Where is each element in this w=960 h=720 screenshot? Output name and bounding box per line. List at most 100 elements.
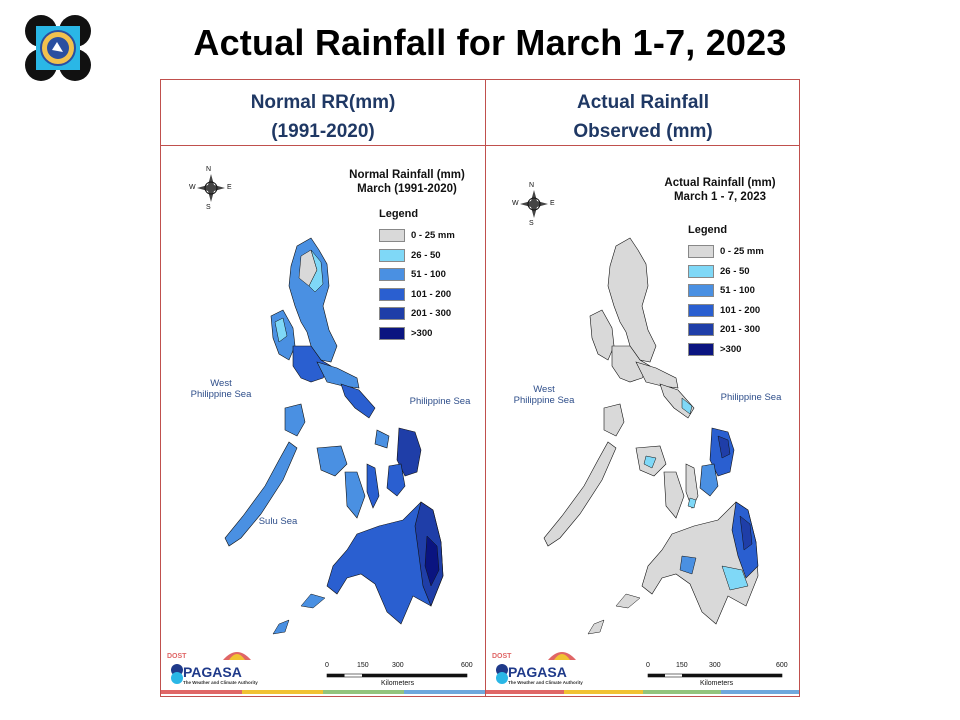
scale-tick-300: 300 (709, 662, 721, 669)
strip-red (161, 690, 242, 694)
legend-row: 201 - 300 (688, 320, 764, 340)
scale-tick-0: 0 (325, 662, 329, 669)
legend-row: 0 - 25 mm (379, 226, 455, 246)
legend-label: 201 - 300 (720, 324, 761, 336)
legend-swatch-1 (379, 248, 405, 262)
legend-row: >300 (379, 324, 455, 344)
brand-tagline: The Weather and Climate Authority (508, 680, 583, 685)
legend-swatch-0 (379, 229, 405, 243)
sea-label-east: Philippine Sea (409, 396, 471, 407)
color-strip (486, 690, 799, 694)
leyte (386, 463, 406, 497)
legend-swatch-2 (379, 268, 405, 282)
strip-blue (720, 690, 799, 694)
legend-label: >300 (411, 327, 433, 339)
panay (316, 445, 348, 477)
sea-west-line2: Philippine Sea (513, 395, 575, 406)
actual-rainfall-map (520, 190, 759, 635)
legend-row: 51 - 100 (379, 265, 455, 285)
brand-tag: DOST (167, 653, 187, 660)
brand-tagline: The Weather and Climate Authority (183, 680, 258, 685)
legend-actual: Legend 0 - 25 mm 26 - 50 51 - 100 101 - … (688, 224, 764, 359)
compass-e: E (550, 200, 555, 207)
legend-swatch-5 (688, 342, 714, 356)
brand-name: PAGASA (183, 664, 242, 680)
compass-w: W (189, 184, 196, 191)
sea-west-line2: Philippine Sea (190, 389, 252, 400)
compass-s: S (529, 220, 534, 227)
legend-label: 26 - 50 (411, 249, 441, 261)
brand-tag: DOST (492, 653, 512, 660)
header-actual-line2: Observed (mm) (573, 121, 713, 142)
legend-label: 201 - 300 (411, 308, 452, 320)
compass-n: N (529, 182, 535, 189)
map-title-actual-line1: Actual Rainfall (mm) (664, 177, 776, 189)
legend-swatch-4 (379, 307, 405, 321)
legend-label: 101 - 200 (720, 304, 761, 316)
scale-tick-150: 150 (676, 662, 688, 669)
legend-title: Legend (379, 208, 419, 220)
map-title-actual-line2: March 1 - 7, 2023 (673, 191, 767, 203)
legend-label: 26 - 50 (720, 265, 750, 277)
scale-tick-150: 150 (357, 662, 369, 669)
legend-title: Legend (688, 224, 728, 236)
header-actual-line1: Actual Rainfall (577, 92, 709, 113)
row-divider (160, 145, 800, 146)
header-actual-rainfall: Actual Rainfall Observed (mm) (486, 88, 800, 146)
normal-rainfall-map-panel: N S E W Normal Rainfall (mm) March (1991… (161, 146, 485, 696)
strip-yellow (564, 690, 643, 694)
legend-row: 201 - 300 (379, 304, 455, 324)
negros (344, 471, 366, 519)
legend-row: 101 - 200 (379, 285, 455, 305)
actual-rainfall-map-panel: N S E W Actual Rainfall (mm) March 1 - 7… (486, 146, 799, 696)
table-frame (160, 79, 800, 697)
legend-normal: Legend 0 - 25 mm 26 - 50 51 - 100 101 - … (379, 208, 455, 343)
map-title-normal-line2: March (1991-2020) (357, 183, 457, 195)
legend-row: 101 - 200 (688, 301, 764, 321)
scale-tick-300: 300 (392, 662, 404, 669)
luzon-central (292, 345, 332, 383)
map-title-normal-line1: Normal Rainfall (mm) (349, 169, 465, 181)
legend-swatch-2 (688, 284, 714, 298)
map-title-actual: Actual Rainfall (mm) March 1 - 7, 2023 (652, 176, 788, 204)
legend-label: 51 - 100 (720, 285, 755, 297)
compass-rose-icon (520, 190, 548, 218)
compass-w: W (512, 200, 519, 207)
header-normal-rr: Normal RR(mm) (1991-2020) (161, 88, 485, 146)
strip-yellow (242, 690, 323, 694)
legend-label: 51 - 100 (411, 269, 446, 281)
cebu (366, 463, 380, 509)
legend-swatch-5 (379, 326, 405, 340)
samar (396, 427, 422, 477)
scale-tick-0: 0 (646, 662, 650, 669)
column-divider (485, 145, 486, 697)
pagasa-logo (25, 15, 91, 81)
scale-tick-600: 600 (461, 662, 473, 669)
legend-row: 26 - 50 (379, 246, 455, 266)
color-strip (161, 690, 485, 694)
legend-label: >300 (720, 343, 742, 355)
bicol (340, 383, 376, 419)
slide-title: Actual Rainfall for March 1-7, 2023 (193, 22, 787, 63)
strip-blue (404, 690, 485, 694)
palawan (224, 441, 298, 547)
sea-west-line1: West (210, 378, 232, 389)
legend-swatch-0 (688, 245, 714, 259)
compass-rose-icon (197, 174, 225, 202)
sea-label-west: West Philippine Sea (185, 378, 257, 400)
header-normal-line2: (1991-2020) (271, 121, 375, 142)
legend-label: 0 - 25 mm (411, 230, 455, 242)
legend-swatch-3 (688, 303, 714, 317)
normal-rainfall-map (197, 174, 444, 635)
scale-tick-600: 600 (776, 662, 788, 669)
mindoro (284, 403, 306, 437)
strip-green (642, 690, 721, 694)
scale-unit: Kilometers (700, 680, 734, 687)
sea-label-south: Sulu Sea (258, 516, 298, 527)
legend-row: 0 - 25 mm (688, 242, 764, 262)
legend-swatch-3 (379, 287, 405, 301)
header-divider (485, 79, 486, 145)
header-normal-line1: Normal RR(mm) (250, 92, 396, 113)
legend-row: 51 - 100 (688, 281, 764, 301)
sea-west-line1: West (533, 384, 555, 395)
